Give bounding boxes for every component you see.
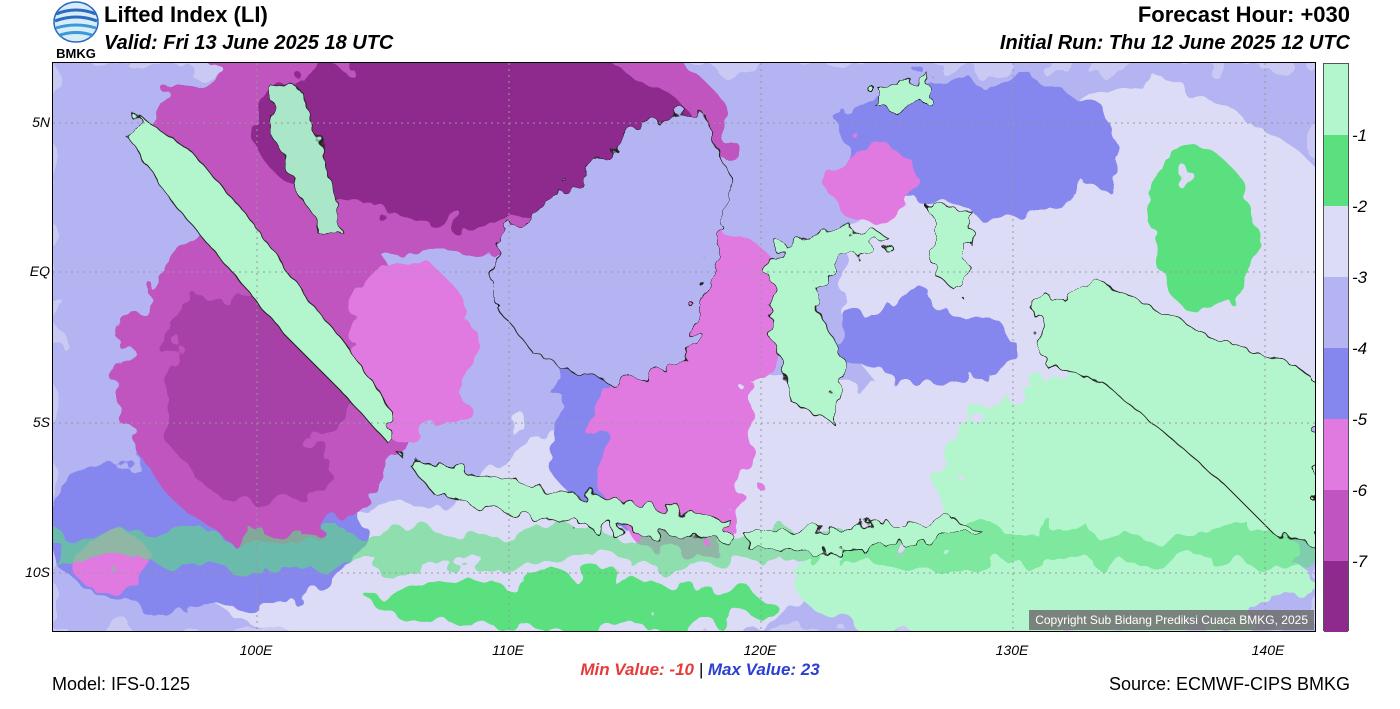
svg-text:BMKG: BMKG [56,46,96,60]
lon-tick-130e: 130E [995,642,1029,658]
java [401,457,734,539]
malay-peninsula [267,82,344,239]
colorbar-label: -3 [1352,268,1368,287]
mindanao [872,77,934,114]
li-colorbar [1323,63,1349,632]
max-value: Max Value: 23 [707,660,820,679]
colorbar-segment-below-7 [1324,561,1348,632]
colorbar-segment-4-5 [1324,348,1348,419]
model-label: Model: IFS-0.125 [52,674,191,694]
bmkg-logo: BMKG [50,0,102,61]
colorbar-segment-2-3 [1324,206,1348,277]
sulawesi [767,227,895,424]
new-guinea [1032,282,1315,544]
colorbar-label: -4 [1352,339,1368,358]
lon-tick-140e: 140E [1251,642,1285,658]
min-value: Min Value: -10 [580,660,694,679]
source-label: Source: ECMWF-CIPS BMKG [1108,674,1350,694]
lat-tick-5s: 5S [32,414,50,430]
borneo [492,112,734,384]
colorbar-segment-6-7 [1324,490,1348,561]
lesser-sunda [742,517,985,554]
colorbar-label: -5 [1352,410,1368,429]
lon-tick-100e: 100E [239,642,273,658]
min-max-stats: Min Value: -10 | Max Value: 23 [0,660,1400,680]
graticule [53,63,1315,631]
copyright-notice: Copyright Sub Bidang Prediksi Cuaca BMKG… [1029,610,1314,630]
lifted-index-map: Copyright Sub Bidang Prediksi Cuaca BMKG… [52,62,1316,632]
lat-tick-eq: EQ [29,263,50,279]
initial-run: Initial Run: Thu 12 June 2025 12 UTC [999,32,1350,54]
lat-tick-5n: 5N [32,114,50,130]
colorbar-label: -7 [1352,552,1368,571]
lon-tick-110e: 110E [492,642,524,658]
halmahera [932,202,974,294]
stats-separator: | [698,660,704,679]
map-title: Lifted Index (LI) [104,2,268,27]
colorbar-label: -6 [1352,481,1368,500]
colorbar-segment-1-2 [1324,135,1348,206]
colorbar-segment-5-6 [1324,419,1348,490]
colorbar-segment-above-1 [1324,64,1348,135]
lat-tick-10s: 10S [25,564,50,580]
sumatra [132,112,394,445]
colorbar-segment-3-4 [1324,277,1348,348]
land-masses [132,77,1315,554]
valid-time: Valid: Fri 13 June 2025 18 UTC [104,32,394,54]
lon-tick-120e: 120E [743,642,777,658]
colorbar-label: -2 [1352,197,1368,216]
forecast-hour: Forecast Hour: +030 [1137,2,1350,27]
map-canvas [53,63,1315,631]
colorbar-label: -1 [1352,126,1368,145]
